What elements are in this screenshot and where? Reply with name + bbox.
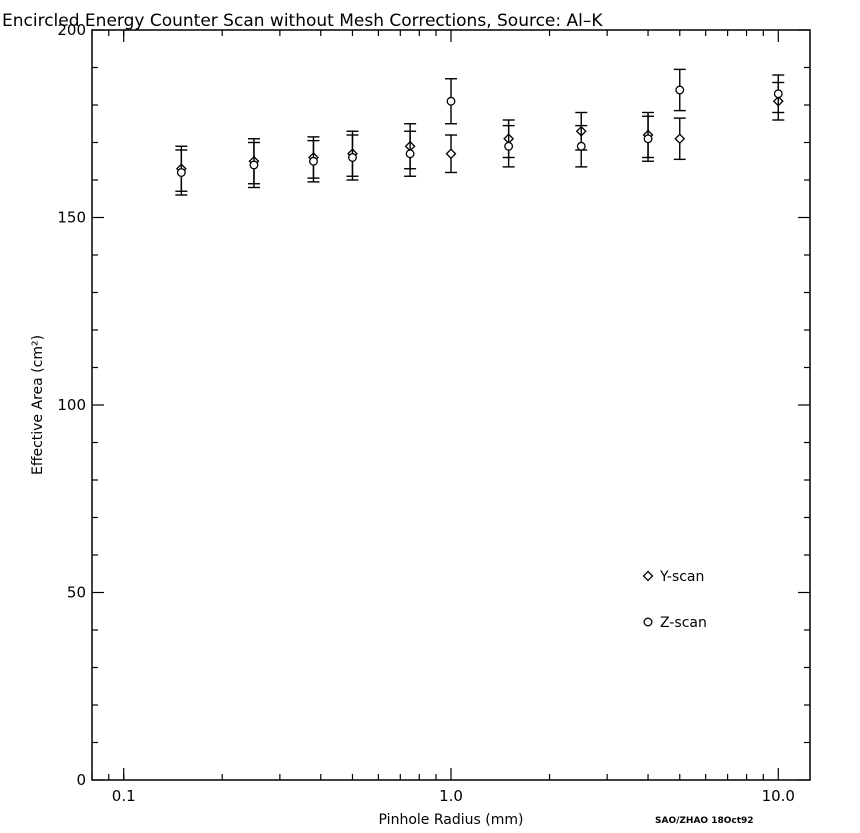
y-tick-label: 150 bbox=[57, 209, 86, 227]
y-scan-point bbox=[445, 148, 457, 160]
z-scan-point bbox=[446, 96, 456, 106]
legend-z-scan-label: Z-scan bbox=[660, 615, 707, 631]
y-tick-label: 100 bbox=[57, 396, 86, 414]
legend: Y-scan Z-scan bbox=[642, 569, 707, 631]
legend-y-scan-marker bbox=[642, 570, 654, 582]
y-axis-label: Effective Area (cm²) bbox=[30, 335, 46, 475]
z-scan-point bbox=[249, 160, 259, 170]
y-tick-label: 50 bbox=[67, 584, 86, 602]
x-tick-label: 1.0 bbox=[439, 787, 463, 805]
z-scan-point bbox=[176, 168, 186, 177]
chart-title: Encircled Energy Counter Scan without Me… bbox=[2, 11, 603, 31]
z-scan-point bbox=[309, 156, 318, 166]
x-tick-label: 10.0 bbox=[762, 787, 795, 805]
legend-z-scan-marker bbox=[643, 617, 653, 627]
z-scan-point bbox=[405, 149, 415, 159]
z-scan-point bbox=[348, 153, 357, 162]
z-scan-point bbox=[504, 141, 514, 151]
tick-labels: 0 50 100 150 200 0.1 1.0 10.0 bbox=[57, 21, 795, 805]
x-tick-label: 0.1 bbox=[112, 787, 136, 805]
credit-annotation: SAO/ZHAO 18Oct92 bbox=[655, 816, 754, 826]
x-axis-label: Pinhole Radius (mm) bbox=[379, 812, 524, 828]
z-scan-point bbox=[576, 141, 586, 151]
z-scan-point bbox=[643, 134, 653, 144]
y-tick-label: 0 bbox=[76, 771, 86, 789]
legend-y-scan-label: Y-scan bbox=[659, 569, 704, 585]
axis-ticks bbox=[91, 29, 810, 781]
z-scan-point bbox=[675, 85, 685, 95]
y-tick-label: 200 bbox=[57, 21, 86, 39]
z-scan-point bbox=[773, 89, 783, 99]
data-points bbox=[175, 68, 785, 196]
y-scan-point bbox=[674, 133, 686, 145]
